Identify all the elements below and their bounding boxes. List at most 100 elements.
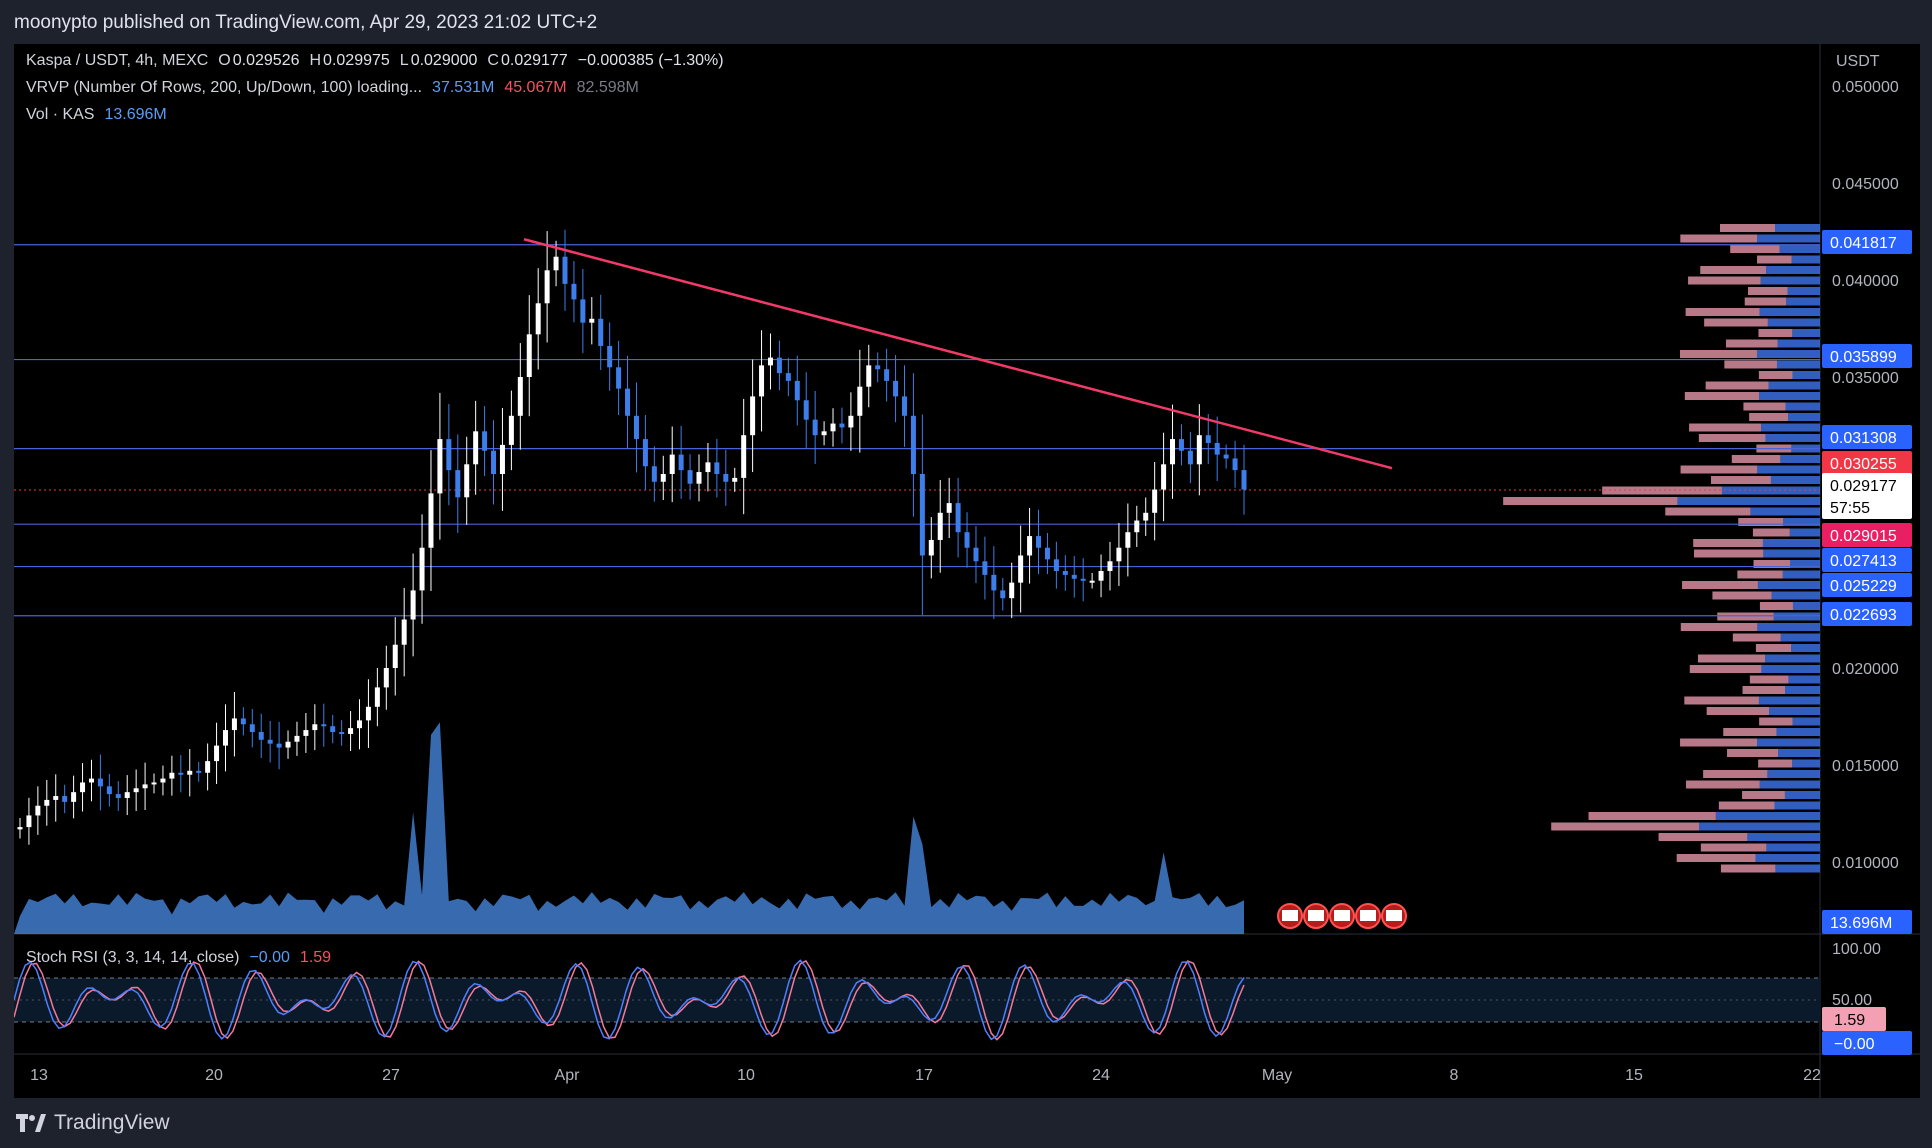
published-header: moonypto published on TradingView.com, A… <box>0 0 1932 44</box>
price-tag-label: 0.030255 <box>1830 456 1897 473</box>
candle-body <box>812 419 818 436</box>
vrvp-down-bar <box>1749 675 1789 684</box>
candle-body <box>535 303 541 335</box>
vrvp-up-bar <box>1761 423 1820 432</box>
candle-body <box>178 772 184 775</box>
candle-body <box>1107 561 1113 571</box>
candle-body <box>571 283 577 300</box>
price-tag <box>1822 425 1912 449</box>
vrvp-up-bar <box>1757 350 1820 358</box>
candle-body <box>785 373 791 381</box>
vrvp-down-bar <box>1744 297 1787 306</box>
candle-body <box>955 503 961 533</box>
vrvp-down-value: 45.067M <box>504 79 567 96</box>
vrvp-down-bar <box>1602 486 1722 495</box>
candle-body <box>678 454 684 471</box>
vrvp-down-bar <box>1704 318 1768 327</box>
volume-title[interactable]: Vol · KAS <box>26 106 95 123</box>
vrvp-down-bar <box>1752 528 1790 537</box>
vrvp-up-bar <box>1765 654 1820 663</box>
candle-body <box>1027 536 1033 556</box>
candle-body <box>124 792 130 798</box>
symbol-legend: Kaspa / USDT, 4h, MEXC O 0.029526 H 0.029975… <box>26 52 734 70</box>
vrvp-up-bar <box>1780 455 1820 463</box>
vrvp-title[interactable]: VRVP (Number Of Rows, 200, Up/Down, 100)… <box>26 79 423 96</box>
candle-body <box>294 735 300 742</box>
candle-body <box>1098 571 1104 581</box>
vrvp-up-bar <box>1699 822 1820 831</box>
price-tag-label: 0.035899 <box>1830 349 1897 366</box>
candle-body <box>705 462 711 473</box>
candle-body <box>1152 489 1158 513</box>
price-tag-label: 0.029015 <box>1830 528 1897 545</box>
vrvp-down-bar <box>1685 308 1760 316</box>
vrvp-up-bar <box>1787 287 1820 295</box>
vrvp-down-bar <box>1742 686 1786 694</box>
price-tag <box>1822 473 1912 519</box>
vrvp-down-bar <box>1758 329 1793 337</box>
stoch-d-line <box>14 960 1245 1041</box>
candle-body <box>357 720 363 729</box>
price-tag-countdown: 57:55 <box>1830 500 1870 517</box>
candle-body <box>1080 578 1086 581</box>
vrvp-up-bar <box>1790 560 1820 568</box>
vrvp-down-bar <box>1732 633 1781 642</box>
vrvp-down-bar <box>1680 234 1758 243</box>
vrvp-up-bar <box>1789 528 1820 537</box>
vrvp-down-bar <box>1758 759 1793 768</box>
candle-body <box>267 739 273 744</box>
chart-frame[interactable]: USDT 0.050000 0.045000 0.040000 0.035000 0.02… <box>14 44 1920 1098</box>
candle-body <box>1044 547 1050 560</box>
us-flag-event-icon-field <box>1334 910 1350 921</box>
price-tag <box>1822 230 1912 254</box>
candle-body <box>767 357 773 366</box>
candle-body <box>803 400 809 420</box>
vrvp-down-bar <box>1759 602 1793 610</box>
candle-body <box>928 539 934 556</box>
vrvp-up-bar <box>1759 392 1820 400</box>
candle-body <box>1241 470 1247 490</box>
vrvp-down-bar <box>1503 497 1678 505</box>
vrvp-up-bar <box>1768 381 1820 390</box>
vrvp-up-bar <box>1792 329 1820 337</box>
vrvp-up-bar <box>1757 234 1820 243</box>
vrvp-down-bar <box>1703 770 1768 778</box>
vrvp-up-bar <box>1758 696 1820 705</box>
stoch-title[interactable]: Stoch RSI (3, 3, 14, 14, close) <box>26 949 240 966</box>
candle-body <box>1143 512 1149 521</box>
us-flag-event-icon-field <box>1308 910 1324 921</box>
chart-canvas[interactable]: USDT 0.050000 0.045000 0.040000 0.035000 0.02… <box>14 44 1920 1098</box>
price-tag-label: 0.041817 <box>1830 235 1897 252</box>
vrvp-down-bar <box>1682 581 1758 589</box>
vrvp-up-bar <box>1755 854 1820 862</box>
vrvp-up-bar <box>1777 339 1820 348</box>
vrvp-down-bar <box>1658 833 1748 841</box>
candle-body <box>35 805 41 816</box>
time-axis-tick: 17 <box>915 1067 933 1084</box>
vrvp-down-bar <box>1725 339 1778 348</box>
vrvp-legend: VRVP (Number Of Rows, 200, Up/Down, 100)… <box>26 79 649 97</box>
volume-legend: Vol · KAS 13.696M <box>26 106 177 124</box>
candle-body <box>464 464 470 498</box>
open-label: O <box>218 52 231 69</box>
candle-body <box>455 470 461 498</box>
vrvp-up-bar <box>1775 864 1820 873</box>
price-axis-tick: 0.010000 <box>1832 855 1899 872</box>
tradingview-logo[interactable]: TradingView <box>16 1111 170 1135</box>
vrvp-up-bar <box>1785 686 1820 694</box>
vrvp-up-bar <box>1767 770 1820 778</box>
vrvp-up-bar <box>1762 539 1820 547</box>
price-axis-tick: 0.040000 <box>1832 273 1899 290</box>
stoch-d-tag-label: 1.59 <box>1834 1012 1865 1029</box>
candle-body <box>115 794 121 798</box>
candle-body <box>910 415 916 474</box>
symbol-title[interactable]: Kaspa / USDT, 4h, MEXC <box>26 52 209 69</box>
candle-body <box>312 724 318 731</box>
price-tag <box>1822 523 1912 547</box>
price-axis-unit: USDT <box>1836 53 1880 70</box>
candle-body <box>392 644 398 668</box>
candle-body <box>276 743 282 748</box>
candle-body <box>866 365 872 387</box>
vrvp-up-bar <box>1776 728 1820 736</box>
candle-body <box>499 444 505 474</box>
